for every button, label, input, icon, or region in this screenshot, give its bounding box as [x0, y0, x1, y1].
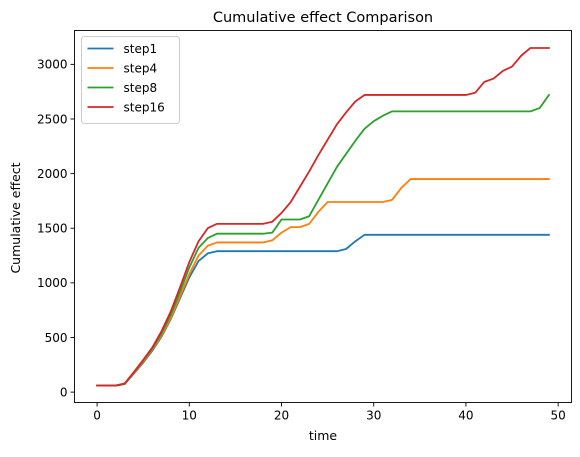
legend-label-step4: step4 — [124, 61, 158, 75]
series-line-step1 — [96, 233, 550, 387]
x-tick-label: 50 — [550, 409, 565, 423]
plot-frame — [74, 30, 572, 403]
x-axis-label: time — [309, 428, 338, 443]
x-tick-label: 20 — [274, 409, 289, 423]
y-tick-label: 2500 — [37, 112, 68, 126]
y-tick-label: 0 — [60, 385, 68, 399]
x-tick-label: 0 — [93, 409, 101, 423]
y-axis-label: Cumulative effect — [8, 162, 23, 273]
y-tick-label: 500 — [45, 331, 68, 345]
x-tick-label: 10 — [182, 409, 197, 423]
series-lines — [96, 47, 551, 387]
chart-title: Cumulative effect Comparison — [213, 10, 433, 26]
y-tick-label: 1500 — [37, 222, 68, 236]
y-tick-label: 2000 — [37, 167, 68, 181]
legend: step1 step4 step8 step16 — [81, 36, 180, 124]
y-tick-label: 1000 — [37, 276, 68, 290]
series-line-step4 — [96, 178, 550, 387]
legend-box — [81, 36, 180, 124]
legend-label-step1: step1 — [124, 42, 158, 56]
x-tick-label: 40 — [458, 409, 473, 423]
series-line-step16 — [96, 47, 550, 387]
legend-label-step8: step8 — [124, 81, 158, 95]
series-line-step8 — [96, 93, 551, 387]
y-tick-label: 3000 — [37, 58, 68, 72]
x-tick-label: 30 — [366, 409, 381, 423]
legend-label-step16: step16 — [124, 100, 165, 114]
